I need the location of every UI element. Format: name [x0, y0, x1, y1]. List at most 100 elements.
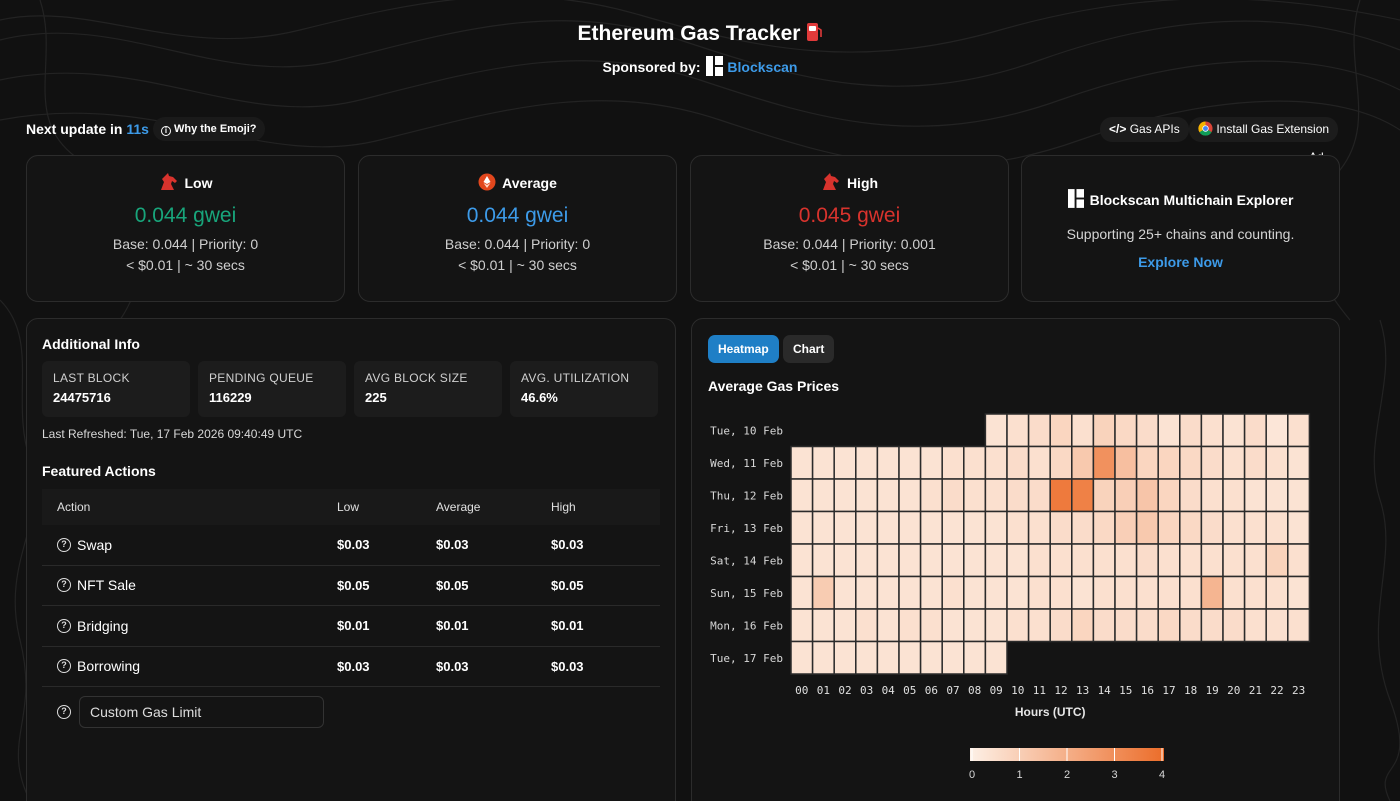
heatmap-cell[interactable]	[790, 510, 814, 545]
heatmap-cell[interactable]	[1243, 543, 1267, 578]
heatmap-cell[interactable]	[898, 478, 922, 513]
heatmap-cell[interactable]	[963, 543, 987, 578]
heatmap-cell[interactable]	[876, 510, 900, 545]
heatmap-cell[interactable]	[963, 478, 987, 513]
heatmap-cell[interactable]	[1071, 543, 1095, 578]
heatmap-cell[interactable]	[833, 445, 857, 480]
heatmap-cell[interactable]	[833, 575, 857, 610]
heatmap-cell[interactable]	[790, 478, 814, 513]
heatmap-cell[interactable]	[1179, 575, 1203, 610]
heatmap-cell[interactable]	[1071, 575, 1095, 610]
heatmap-cell[interactable]	[1287, 510, 1311, 545]
heatmap-cell[interactable]	[1157, 575, 1181, 610]
heatmap-cell[interactable]	[1179, 510, 1203, 545]
heatmap-cell[interactable]	[790, 543, 814, 578]
help-icon[interactable]: ?	[57, 705, 71, 719]
help-icon[interactable]: ?	[57, 618, 71, 633]
heatmap-cell[interactable]	[1265, 510, 1289, 545]
heatmap-cell[interactable]	[1135, 543, 1159, 578]
heatmap-cell[interactable]	[1200, 413, 1224, 448]
heatmap-cell[interactable]	[1114, 413, 1138, 448]
heatmap-cell[interactable]	[876, 478, 900, 513]
heatmap-cell[interactable]	[898, 445, 922, 480]
heatmap-cell[interactable]	[1287, 445, 1311, 480]
heatmap-cell[interactable]	[1265, 575, 1289, 610]
heatmap-cell[interactable]	[984, 543, 1008, 578]
heatmap-cell[interactable]	[919, 543, 943, 578]
heatmap-cell[interactable]	[1092, 445, 1116, 480]
heatmap-cell[interactable]	[1092, 510, 1116, 545]
help-icon[interactable]: ?	[57, 659, 71, 674]
heatmap-cell[interactable]	[984, 510, 1008, 545]
heatmap-cell[interactable]	[1222, 543, 1246, 578]
heatmap-cell[interactable]	[1179, 445, 1203, 480]
heatmap-cell[interactable]	[1222, 413, 1246, 448]
ad-card[interactable]: Blockscan Multichain Explorer Supporting…	[1021, 155, 1340, 302]
heatmap-cell[interactable]	[1135, 575, 1159, 610]
heatmap-cell[interactable]	[1157, 413, 1181, 448]
heatmap-cell[interactable]	[855, 608, 879, 643]
heatmap-cell[interactable]	[811, 608, 835, 643]
heatmap-cell[interactable]	[941, 510, 965, 545]
heatmap-cell[interactable]	[1071, 478, 1095, 513]
heatmap-cell[interactable]	[1027, 510, 1051, 545]
heatmap-cell[interactable]	[1157, 445, 1181, 480]
heatmap-cell[interactable]	[963, 640, 987, 675]
heatmap-cell[interactable]	[790, 575, 814, 610]
heatmap-cell[interactable]	[1287, 478, 1311, 513]
heatmap-cell[interactable]	[1243, 608, 1267, 643]
heatmap-cell[interactable]	[876, 543, 900, 578]
help-icon[interactable]: ?	[57, 537, 71, 552]
heatmap-cell[interactable]	[1071, 413, 1095, 448]
heatmap-cell[interactable]	[963, 510, 987, 545]
heatmap-cell[interactable]	[811, 510, 835, 545]
heatmap-cell[interactable]	[1092, 608, 1116, 643]
custom-gas-limit-input[interactable]	[79, 696, 324, 728]
heatmap-cell[interactable]	[1027, 478, 1051, 513]
heatmap-cell[interactable]	[1200, 608, 1224, 643]
heatmap-cell[interactable]	[1179, 413, 1203, 448]
heatmap-cell[interactable]	[811, 575, 835, 610]
explore-now-link[interactable]: Explore Now	[1138, 254, 1223, 270]
tab-heatmap[interactable]: Heatmap	[708, 335, 779, 363]
heatmap-cell[interactable]	[1114, 478, 1138, 513]
heatmap-cell[interactable]	[1006, 543, 1030, 578]
heatmap-cell[interactable]	[855, 478, 879, 513]
heatmap-cell[interactable]	[963, 575, 987, 610]
heatmap-cell[interactable]	[790, 445, 814, 480]
heatmap-cell[interactable]	[855, 575, 879, 610]
heatmap-cell[interactable]	[1243, 413, 1267, 448]
heatmap-cell[interactable]	[1092, 413, 1116, 448]
heatmap-cell[interactable]	[1200, 575, 1224, 610]
heatmap-cell[interactable]	[984, 608, 1008, 643]
gas-apis-button[interactable]: </> Gas APIs	[1100, 117, 1189, 142]
why-emoji-button[interactable]: i Why the Emoji?	[153, 117, 265, 141]
heatmap-cell[interactable]	[919, 510, 943, 545]
heatmap-cell[interactable]	[876, 445, 900, 480]
heatmap-cell[interactable]	[898, 640, 922, 675]
heatmap-cell[interactable]	[919, 445, 943, 480]
heatmap-cell[interactable]	[1114, 575, 1138, 610]
heatmap-cell[interactable]	[963, 608, 987, 643]
heatmap-cell[interactable]	[984, 478, 1008, 513]
heatmap-cell[interactable]	[1049, 478, 1073, 513]
heatmap-cell[interactable]	[1114, 608, 1138, 643]
heatmap-cell[interactable]	[1157, 478, 1181, 513]
heatmap-cell[interactable]	[833, 543, 857, 578]
heatmap-cell[interactable]	[984, 640, 1008, 675]
heatmap-cell[interactable]	[811, 640, 835, 675]
heatmap-cell[interactable]	[1179, 478, 1203, 513]
heatmap-cell[interactable]	[811, 478, 835, 513]
heatmap-cell[interactable]	[1135, 510, 1159, 545]
heatmap-cell[interactable]	[1092, 575, 1116, 610]
heatmap-cell[interactable]	[855, 543, 879, 578]
heatmap-cell[interactable]	[919, 575, 943, 610]
heatmap-cell[interactable]	[1243, 575, 1267, 610]
heatmap-cell[interactable]	[984, 445, 1008, 480]
heatmap-cell[interactable]	[1135, 608, 1159, 643]
heatmap-cell[interactable]	[1200, 543, 1224, 578]
heatmap-cell[interactable]	[833, 510, 857, 545]
heatmap-cell[interactable]	[1049, 413, 1073, 448]
heatmap-cell[interactable]	[1027, 445, 1051, 480]
tab-chart[interactable]: Chart	[783, 335, 835, 363]
